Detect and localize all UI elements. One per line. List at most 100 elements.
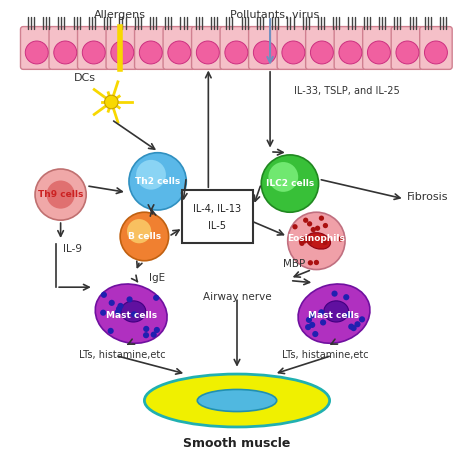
Text: Smooth muscle: Smooth muscle	[183, 437, 291, 450]
Text: IgE: IgE	[149, 273, 165, 283]
Circle shape	[292, 224, 298, 229]
Circle shape	[343, 294, 349, 300]
FancyBboxPatch shape	[391, 27, 424, 69]
Text: Th2 cells: Th2 cells	[135, 177, 180, 186]
Ellipse shape	[298, 284, 370, 343]
Text: ILC2 cells: ILC2 cells	[266, 179, 314, 188]
Circle shape	[308, 260, 313, 265]
Text: IL-9: IL-9	[63, 244, 82, 254]
Text: Airway nerve: Airway nerve	[203, 292, 271, 302]
Circle shape	[111, 41, 134, 64]
FancyBboxPatch shape	[248, 27, 281, 69]
Text: IL-33, TSLP, and IL-25: IL-33, TSLP, and IL-25	[294, 86, 400, 96]
Ellipse shape	[324, 301, 348, 322]
Circle shape	[396, 41, 419, 64]
FancyBboxPatch shape	[20, 27, 53, 69]
Circle shape	[306, 317, 312, 323]
Circle shape	[288, 212, 345, 270]
Circle shape	[105, 95, 118, 109]
Circle shape	[303, 217, 308, 223]
Circle shape	[254, 41, 276, 64]
Circle shape	[82, 41, 105, 64]
FancyBboxPatch shape	[363, 27, 395, 69]
Text: Mast cells: Mast cells	[309, 311, 360, 320]
Circle shape	[268, 162, 298, 192]
Circle shape	[319, 309, 325, 315]
Text: Th9 cells: Th9 cells	[38, 190, 83, 199]
Circle shape	[346, 312, 352, 318]
Circle shape	[315, 226, 320, 231]
FancyBboxPatch shape	[163, 27, 196, 69]
Circle shape	[168, 41, 191, 64]
Circle shape	[153, 295, 159, 301]
Circle shape	[312, 331, 319, 337]
Circle shape	[319, 216, 324, 221]
Circle shape	[131, 311, 137, 318]
Ellipse shape	[197, 390, 277, 411]
Ellipse shape	[145, 374, 329, 427]
Circle shape	[302, 238, 307, 244]
Ellipse shape	[307, 233, 330, 249]
Circle shape	[339, 41, 362, 64]
Circle shape	[300, 236, 305, 241]
Circle shape	[320, 319, 326, 326]
FancyBboxPatch shape	[191, 27, 224, 69]
Circle shape	[261, 155, 319, 212]
FancyBboxPatch shape	[277, 27, 310, 69]
Circle shape	[127, 296, 133, 303]
Circle shape	[351, 325, 357, 331]
Circle shape	[299, 239, 304, 244]
Circle shape	[305, 324, 311, 330]
Circle shape	[282, 41, 305, 64]
Circle shape	[136, 160, 166, 190]
Circle shape	[323, 223, 328, 228]
Text: B cells: B cells	[128, 232, 161, 241]
Circle shape	[154, 327, 160, 333]
Circle shape	[310, 41, 333, 64]
Circle shape	[25, 41, 48, 64]
Circle shape	[46, 181, 75, 209]
FancyBboxPatch shape	[182, 190, 253, 243]
Circle shape	[35, 169, 86, 220]
Circle shape	[109, 300, 115, 306]
Circle shape	[322, 240, 328, 245]
Text: Fibrosis: Fibrosis	[407, 192, 448, 202]
Text: Pollutants, virus: Pollutants, virus	[230, 10, 319, 20]
FancyBboxPatch shape	[78, 27, 110, 69]
Circle shape	[127, 219, 151, 243]
Circle shape	[355, 321, 361, 328]
Circle shape	[359, 316, 365, 323]
FancyBboxPatch shape	[135, 27, 167, 69]
FancyBboxPatch shape	[49, 27, 82, 69]
Circle shape	[54, 41, 77, 64]
Circle shape	[367, 41, 391, 64]
Circle shape	[120, 212, 169, 261]
Circle shape	[338, 236, 343, 241]
Text: IL-5: IL-5	[208, 222, 226, 231]
Circle shape	[118, 303, 124, 309]
FancyBboxPatch shape	[419, 27, 452, 69]
Ellipse shape	[95, 284, 167, 343]
Circle shape	[309, 312, 315, 318]
Circle shape	[225, 41, 248, 64]
Circle shape	[310, 227, 316, 232]
Circle shape	[143, 332, 149, 338]
Circle shape	[299, 241, 305, 246]
Circle shape	[151, 332, 157, 338]
Circle shape	[309, 322, 315, 328]
Circle shape	[196, 41, 219, 64]
Circle shape	[129, 153, 186, 210]
Circle shape	[115, 309, 121, 315]
Text: MBP: MBP	[283, 259, 305, 269]
FancyBboxPatch shape	[106, 27, 138, 69]
Text: LTs, histamine,etc: LTs, histamine,etc	[79, 350, 166, 360]
Text: LTs, histamine,etc: LTs, histamine,etc	[282, 350, 368, 360]
Circle shape	[314, 260, 319, 265]
Text: Eosinophils: Eosinophils	[287, 234, 345, 243]
Circle shape	[143, 326, 149, 332]
Circle shape	[307, 221, 312, 226]
Circle shape	[139, 41, 162, 64]
FancyBboxPatch shape	[306, 27, 338, 69]
Circle shape	[348, 323, 355, 330]
Circle shape	[101, 292, 107, 298]
